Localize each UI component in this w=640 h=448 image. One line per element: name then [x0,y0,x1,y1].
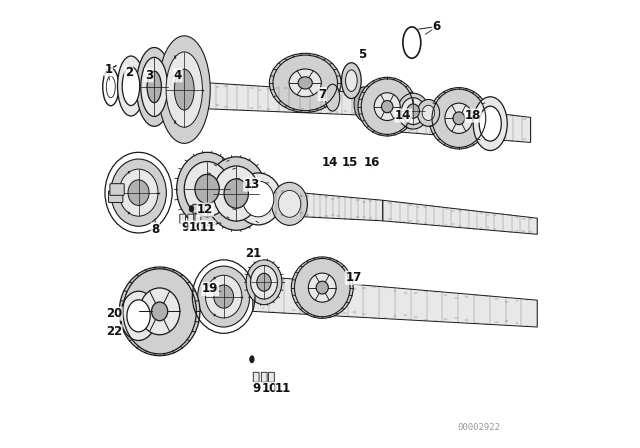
FancyBboxPatch shape [261,372,267,382]
Ellipse shape [325,84,340,111]
Text: 7: 7 [318,87,326,101]
Ellipse shape [401,98,425,125]
Text: 9: 9 [252,382,260,396]
Ellipse shape [250,356,254,363]
Text: 13: 13 [244,178,260,191]
Ellipse shape [257,273,271,291]
Text: 16: 16 [364,155,380,169]
Text: 8: 8 [151,223,159,236]
Text: 20: 20 [106,307,122,320]
Text: 12: 12 [197,203,213,216]
Text: 10: 10 [262,382,278,396]
Text: 6: 6 [433,20,440,34]
Ellipse shape [119,169,158,216]
Ellipse shape [128,180,149,205]
Ellipse shape [120,291,157,340]
Ellipse shape [429,88,489,149]
Ellipse shape [316,281,328,294]
Ellipse shape [289,69,321,97]
Text: 4: 4 [174,69,182,82]
FancyBboxPatch shape [193,204,204,213]
Ellipse shape [158,36,211,143]
Ellipse shape [246,260,282,305]
Text: 17: 17 [346,271,362,284]
Ellipse shape [243,181,274,217]
Ellipse shape [147,71,161,103]
Ellipse shape [269,53,341,112]
Text: 5: 5 [358,48,367,61]
Text: 9: 9 [181,221,189,234]
FancyBboxPatch shape [180,214,186,223]
Ellipse shape [374,93,400,121]
Text: 11: 11 [200,221,216,234]
Polygon shape [383,200,538,234]
Ellipse shape [453,112,465,125]
FancyBboxPatch shape [269,372,275,382]
Ellipse shape [118,56,145,116]
Ellipse shape [174,69,194,110]
FancyBboxPatch shape [188,214,194,223]
Ellipse shape [184,162,230,217]
Ellipse shape [358,78,417,136]
Ellipse shape [177,152,237,226]
Text: 15: 15 [341,155,358,169]
Ellipse shape [251,265,278,299]
Ellipse shape [136,47,172,126]
Polygon shape [374,99,531,142]
Ellipse shape [271,182,307,225]
Ellipse shape [189,206,194,212]
Text: 00002922: 00002922 [458,423,500,432]
Text: 1: 1 [104,63,113,76]
Text: 22: 22 [106,325,122,338]
Text: 19: 19 [202,282,218,296]
FancyBboxPatch shape [110,184,124,195]
Ellipse shape [346,70,357,91]
Ellipse shape [291,257,353,319]
Text: 11: 11 [275,382,291,396]
Text: 14: 14 [322,155,339,169]
Ellipse shape [397,93,429,129]
Text: 10: 10 [188,221,204,234]
Ellipse shape [140,288,180,335]
Polygon shape [253,276,538,327]
Ellipse shape [473,97,508,151]
Ellipse shape [445,103,473,134]
Ellipse shape [422,105,435,121]
Ellipse shape [381,100,393,113]
Ellipse shape [298,77,312,89]
Ellipse shape [235,173,282,225]
Ellipse shape [205,275,242,318]
Ellipse shape [214,285,234,308]
Ellipse shape [127,300,150,332]
Polygon shape [270,190,383,221]
Text: 2: 2 [125,66,132,79]
Ellipse shape [111,159,166,226]
Ellipse shape [152,302,168,321]
Ellipse shape [119,267,200,356]
Ellipse shape [308,273,336,302]
Ellipse shape [342,63,361,99]
Text: 3: 3 [145,69,153,82]
Text: 14: 14 [395,109,412,122]
Text: 18: 18 [465,109,481,122]
Ellipse shape [206,157,267,230]
FancyBboxPatch shape [109,191,123,202]
Ellipse shape [213,166,259,221]
FancyBboxPatch shape [253,372,259,382]
Ellipse shape [141,57,168,116]
Polygon shape [174,81,362,115]
Ellipse shape [354,87,374,121]
Ellipse shape [122,66,140,106]
Ellipse shape [198,266,250,327]
Ellipse shape [195,174,220,204]
Ellipse shape [417,99,440,126]
Ellipse shape [224,179,248,208]
Ellipse shape [278,190,301,217]
Ellipse shape [479,106,501,141]
Ellipse shape [106,76,115,98]
Text: 21: 21 [246,246,262,260]
Ellipse shape [407,104,419,118]
FancyBboxPatch shape [195,214,201,223]
Ellipse shape [166,52,202,127]
